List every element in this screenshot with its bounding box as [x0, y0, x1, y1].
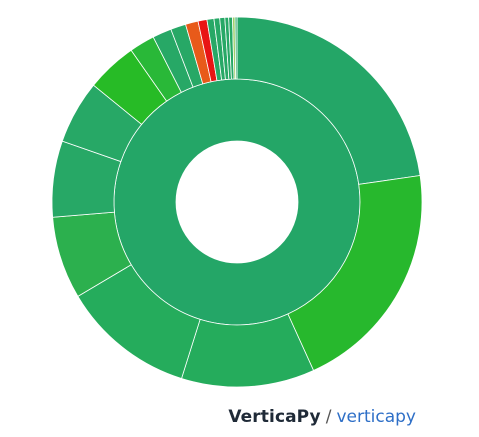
credit-separator: / — [325, 407, 332, 427]
outer-ring-segment-19[interactable] — [234, 16, 238, 80]
credit-line: VerticaPy / verticapy — [228, 407, 416, 427]
credit-link[interactable]: verticapy — [336, 407, 416, 427]
outer-ring-segment-0[interactable] — [236, 16, 421, 185]
inner-ring-segment-0[interactable] — [113, 78, 361, 326]
credit-brand: VerticaPy — [228, 407, 321, 427]
